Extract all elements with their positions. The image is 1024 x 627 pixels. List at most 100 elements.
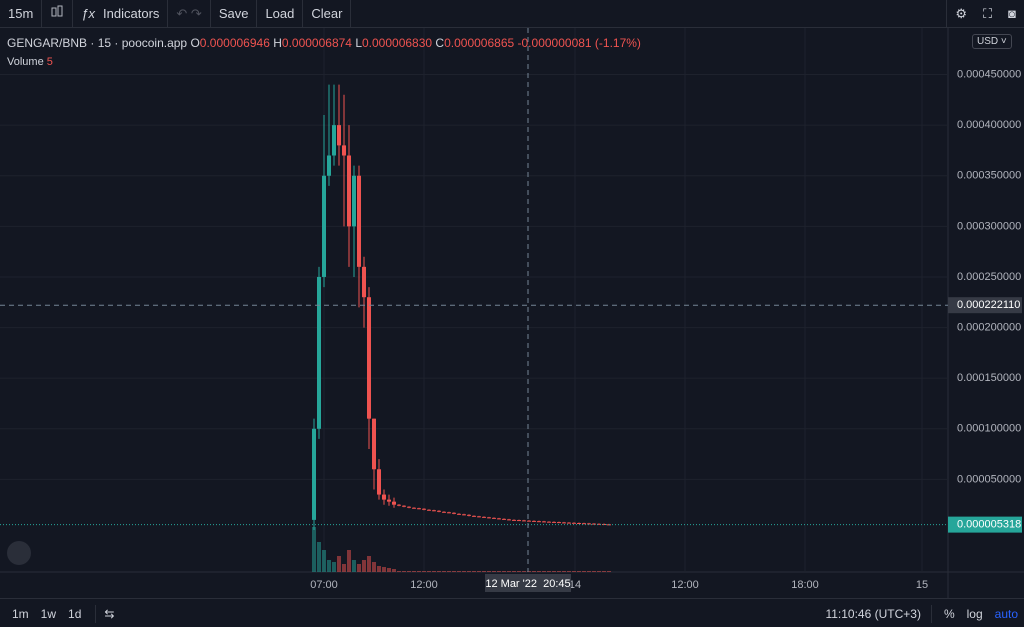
volume-bar [507, 571, 511, 572]
candle-body [432, 510, 436, 512]
candle-body [427, 509, 431, 511]
indicators-button[interactable]: Indicators [103, 6, 160, 21]
save-button[interactable]: Save [218, 6, 249, 21]
date-range-button[interactable]: ⇆ [104, 606, 115, 621]
candle-body [347, 155, 351, 227]
ohlc-label: L [355, 36, 362, 50]
percent-toggle[interactable]: % [943, 606, 955, 621]
settings-button[interactable]: ⚙ [955, 5, 968, 21]
x-tick-label: 12:00 [671, 579, 699, 591]
volume-bar [457, 571, 461, 572]
volume-bar [562, 571, 566, 572]
candle-body [527, 520, 531, 522]
volume-bar [437, 571, 441, 572]
crosshair-time-tag [485, 574, 571, 592]
volume-bar [452, 571, 456, 572]
candle-body [542, 521, 546, 523]
volume-bar [547, 571, 551, 572]
candle-icon [51, 5, 63, 17]
volume-bar [492, 571, 496, 572]
candle-body [572, 522, 576, 524]
volume-bar [342, 564, 346, 572]
volume-bar [587, 571, 591, 572]
volume-bar [502, 571, 506, 572]
candle-body [602, 524, 606, 526]
volume-label: Volume [7, 56, 44, 68]
auto-toggle[interactable]: auto [994, 606, 1018, 621]
volume-bar [367, 556, 371, 572]
candle-body [502, 518, 506, 520]
fx-icon: ƒx [81, 6, 96, 21]
volume-bar [317, 542, 321, 572]
load-button[interactable]: Load [265, 6, 295, 21]
undo-redo[interactable]: ↶ ↷ [176, 5, 202, 21]
crosshair-price-tag [948, 297, 1022, 314]
volume-bar [522, 571, 526, 572]
candle-body [387, 499, 391, 502]
range-button[interactable]: 1d [68, 606, 82, 621]
candle-body [332, 125, 336, 156]
candle-body [582, 523, 586, 525]
candle-body [537, 521, 541, 523]
chart-type-button[interactable] [42, 4, 72, 23]
candle-body [597, 523, 601, 525]
y-tick-label: 0.000150000 [957, 372, 1021, 384]
log-toggle[interactable]: log [966, 606, 983, 621]
volume-bar [337, 556, 341, 572]
last-price-tag [948, 516, 1022, 533]
volume-bar [422, 571, 426, 572]
currency-select[interactable]: USD ˅ [972, 34, 1012, 49]
volume-bar [572, 571, 576, 572]
range-button[interactable]: 1m [12, 606, 29, 621]
volume-bar [512, 571, 516, 572]
interval-button[interactable]: 15m [8, 6, 34, 21]
candle-body [522, 520, 526, 522]
volume-bar [352, 560, 356, 572]
clock: 11:10:46 (UTC+3) [825, 606, 921, 621]
range-button[interactable]: 1w [40, 606, 57, 621]
volume-bar [557, 571, 561, 572]
volume-bar [432, 571, 436, 572]
volume-bar [447, 571, 451, 572]
volume-legend: Volume 5 [7, 56, 53, 68]
volume-bar [372, 562, 376, 572]
candle-body [457, 513, 461, 515]
volume-bar [332, 562, 336, 572]
candle-body [442, 511, 446, 513]
candle-body [362, 266, 366, 298]
volume-bar [567, 571, 571, 572]
candle-body [532, 520, 536, 522]
candle-body [547, 521, 551, 523]
volume-bar [397, 571, 401, 572]
candle-body [337, 125, 341, 146]
volume-bar [327, 560, 331, 572]
candle-body [552, 521, 556, 523]
candle-body [477, 516, 481, 518]
fullscreen-button[interactable]: ⛶ [983, 5, 993, 21]
candle-body [512, 519, 516, 521]
candle-body [367, 297, 371, 419]
volume-bar [497, 571, 501, 572]
ohlc-label: C [435, 36, 445, 50]
candle-body [422, 508, 426, 510]
candle-body [417, 508, 421, 510]
candle-body [312, 428, 316, 520]
x-tick-label: 12:00 [410, 579, 438, 591]
candle-body [402, 505, 406, 507]
volume-bar [607, 571, 611, 572]
crosshair-time-label: 12 Mar '22 20:45 [485, 578, 570, 590]
last-price-label: 0.000005318 [957, 519, 1021, 531]
logo[interactable] [7, 541, 31, 565]
candle-body [557, 522, 561, 524]
volume-value: 5 [46, 56, 53, 68]
volume-bar [387, 568, 391, 572]
clear-button[interactable]: Clear [311, 6, 343, 21]
candle-body [487, 517, 491, 519]
volume-bar [582, 571, 586, 572]
candle-body [372, 418, 376, 470]
volume-bar [427, 571, 431, 572]
screenshot-button[interactable]: ◙ [1008, 6, 1016, 21]
candle-body [382, 494, 386, 500]
candle-body [577, 523, 581, 525]
ohlc-label: H [273, 36, 282, 50]
